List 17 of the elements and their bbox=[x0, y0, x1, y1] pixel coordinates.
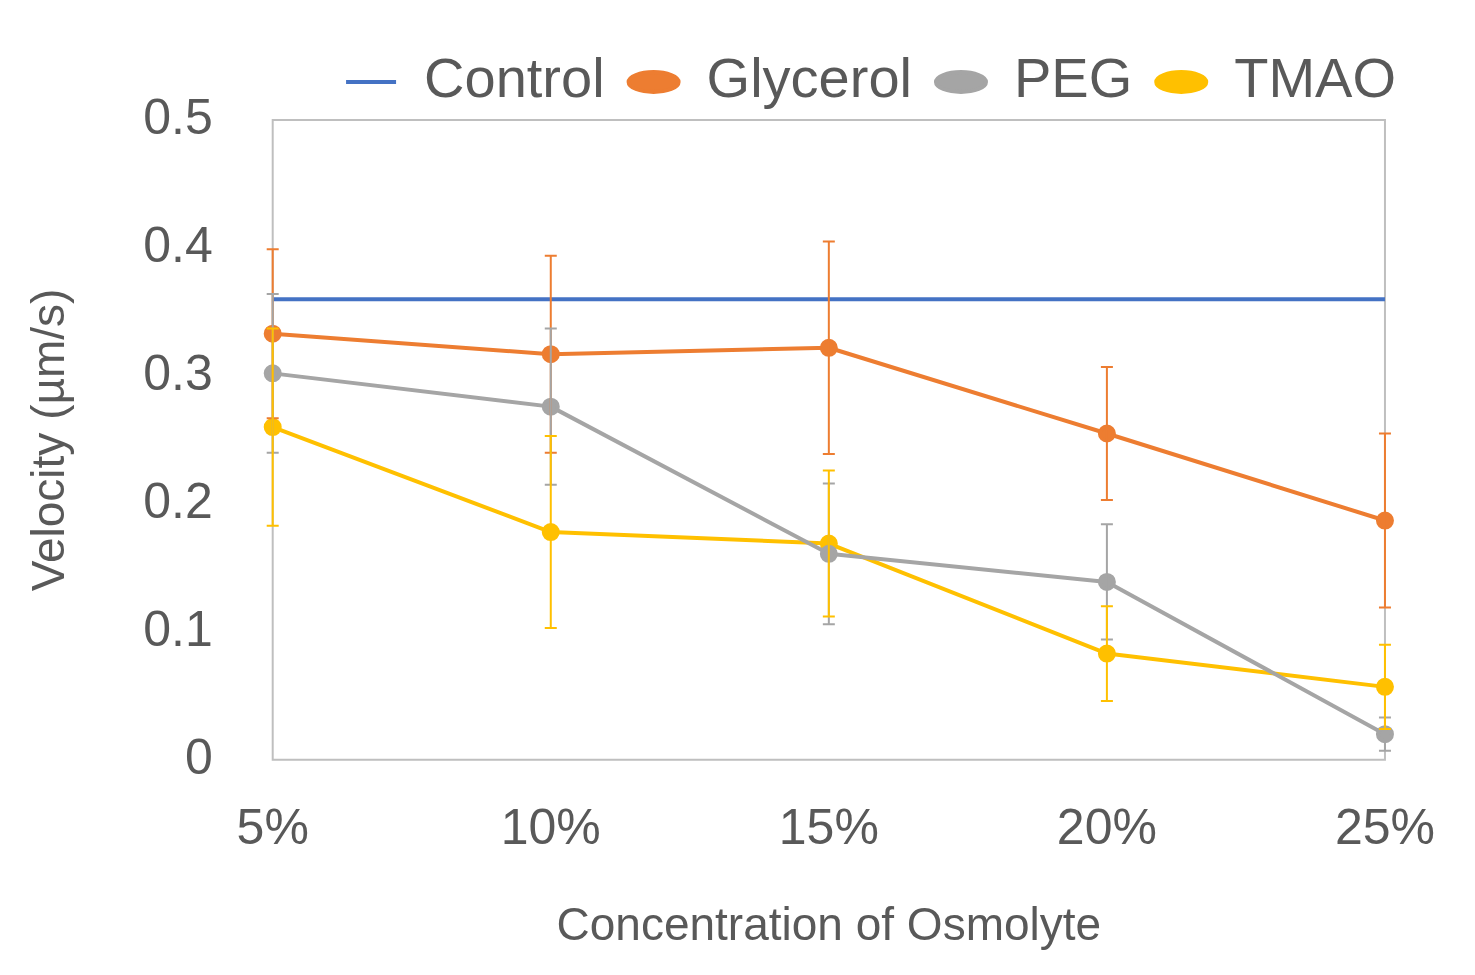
y-tick-label: 0 bbox=[184, 728, 213, 785]
y-tick-label: 0.4 bbox=[143, 216, 213, 273]
y-tick-label: 0.3 bbox=[143, 344, 213, 401]
y-axis-title: Velocity (µm/s) bbox=[22, 288, 75, 592]
legend-label: Control bbox=[424, 46, 605, 110]
legend-label: TMAO bbox=[1234, 46, 1396, 110]
legend-label: PEG bbox=[1013, 46, 1133, 110]
y-tick-label: 0.5 bbox=[143, 88, 213, 145]
x-axis-title: Concentration of Osmolyte bbox=[556, 898, 1102, 951]
x-tick-label: 20% bbox=[1056, 798, 1157, 855]
x-tick-label: 5% bbox=[236, 798, 309, 855]
x-tick-label: 25% bbox=[1334, 798, 1435, 855]
y-tick-label: 0.1 bbox=[143, 600, 213, 657]
x-tick-label: 15% bbox=[778, 798, 879, 855]
legend-label: Glycerol bbox=[706, 46, 912, 110]
x-tick-label: 10% bbox=[500, 798, 601, 855]
y-tick-label: 0.2 bbox=[143, 472, 213, 529]
